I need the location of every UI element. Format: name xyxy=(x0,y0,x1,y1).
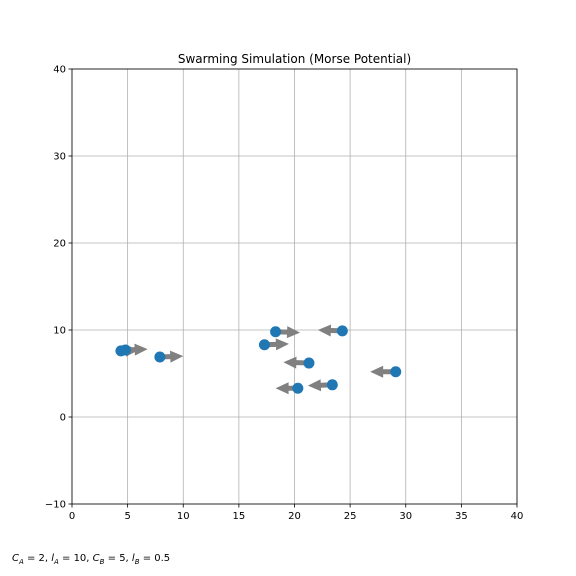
x-tick-label-8: 40 xyxy=(511,511,524,522)
velocity-arrow-4 xyxy=(275,326,301,339)
lb-symbol: l xyxy=(131,553,135,564)
velocity-arrow-1 xyxy=(125,343,148,356)
y-axis-ticks: −10 0 10 20 30 40 xyxy=(45,65,72,511)
ca-symbol: C xyxy=(12,553,19,564)
la-value: = 10, xyxy=(58,553,93,564)
x-tick-label-5: 25 xyxy=(344,511,357,522)
x-tick-label-3: 15 xyxy=(233,511,246,522)
x-tick-label-1: 5 xyxy=(124,511,130,522)
ca-value: = 2, xyxy=(23,553,52,564)
agent-points xyxy=(115,325,402,394)
agent-point-1 xyxy=(119,344,131,356)
agent-point-6 xyxy=(303,357,315,369)
agent-point-8 xyxy=(326,379,338,391)
x-tick-label-2: 10 xyxy=(177,511,190,522)
velocity-arrow-7 xyxy=(370,365,396,378)
velocity-arrow-8 xyxy=(307,379,333,392)
velocity-arrow-5 xyxy=(317,324,343,337)
ca-subscript: A xyxy=(18,558,24,566)
x-tick-label-7: 35 xyxy=(455,511,468,522)
y-tick-label-4: 30 xyxy=(53,152,66,163)
lb-subscript: B xyxy=(134,558,140,566)
y-tick-label-1: 0 xyxy=(60,413,66,424)
agent-point-3 xyxy=(258,339,270,351)
agent-point-9 xyxy=(292,382,304,394)
y-tick-label-5: 40 xyxy=(53,65,66,76)
agent-point-7 xyxy=(390,366,402,378)
cb-subscript: B xyxy=(99,558,105,566)
y-tick-label-2: 10 xyxy=(53,326,66,337)
velocity-arrow-3 xyxy=(264,338,289,351)
cb-symbol: C xyxy=(92,553,100,564)
la-subscript: A xyxy=(54,558,59,566)
agent-point-2 xyxy=(154,351,166,363)
agent-point-5 xyxy=(336,325,348,337)
chart-title: Swarming Simulation (Morse Potential) xyxy=(178,52,411,66)
y-tick-label-0: −10 xyxy=(45,500,66,511)
x-tick-label-0: 0 xyxy=(69,511,75,522)
agent-point-4 xyxy=(270,326,282,338)
velocity-arrow-6 xyxy=(283,356,310,369)
velocity-arrow-9 xyxy=(275,382,298,395)
la-symbol: l xyxy=(51,553,55,564)
x-axis-ticks: 0 5 10 15 20 25 30 35 40 xyxy=(69,504,524,522)
y-tick-label-3: 20 xyxy=(53,239,66,250)
x-tick-label-4: 20 xyxy=(288,511,301,522)
x-tick-label-6: 30 xyxy=(399,511,412,522)
lb-value: = 0.5 xyxy=(139,553,171,564)
velocity-arrow-2 xyxy=(159,350,184,363)
parameter-caption: CA = 2, lA = 10, CB = 5, lB = 0.5 xyxy=(12,553,170,566)
cb-value: = 5, xyxy=(104,553,132,564)
